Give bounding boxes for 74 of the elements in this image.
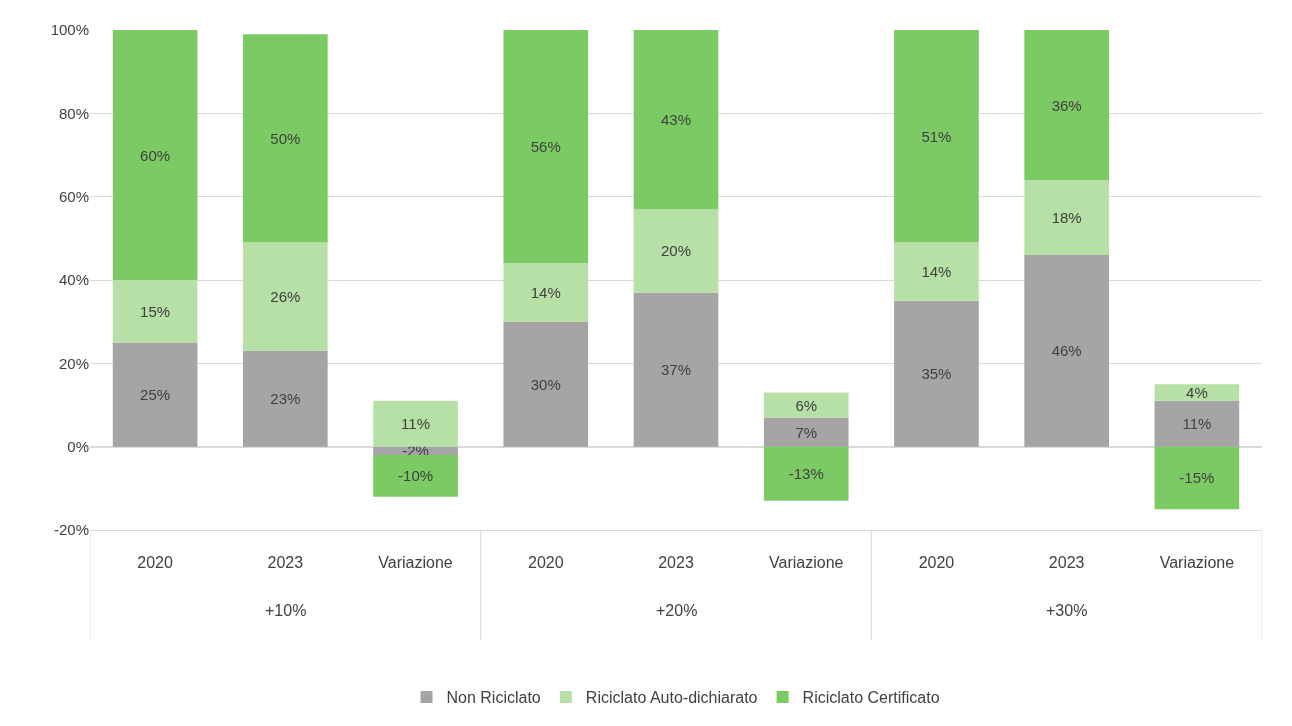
bar xyxy=(763,392,849,418)
data-label: 60% xyxy=(140,146,171,164)
bar xyxy=(373,400,458,447)
data-label: 14% xyxy=(530,284,561,301)
bar xyxy=(112,280,198,343)
y-tick-label: 20% xyxy=(58,354,89,372)
data-label: 43% xyxy=(660,111,692,129)
bar xyxy=(1024,180,1109,255)
bar xyxy=(243,242,328,351)
data-label: 4% xyxy=(1186,384,1208,401)
bar xyxy=(243,350,328,447)
data-label: 18% xyxy=(1051,209,1082,226)
data-label: 23% xyxy=(270,390,301,408)
x-tick-label: 2020 xyxy=(527,554,564,572)
x-tick-label: Variazione xyxy=(1159,554,1235,572)
legend-label: Non Riciclato xyxy=(446,689,541,707)
bar xyxy=(503,263,589,322)
data-label: 56% xyxy=(530,138,561,156)
x-tick-label: 2020 xyxy=(918,554,955,572)
text: +30% xyxy=(1046,602,1088,619)
data-label: 35% xyxy=(921,365,952,383)
y-tick-label: 60% xyxy=(58,187,89,205)
bar xyxy=(763,446,849,501)
data-label: 15% xyxy=(140,302,171,320)
bar xyxy=(763,417,849,447)
bar xyxy=(112,30,198,280)
legend-label: Riciclato Certificato xyxy=(802,689,940,707)
data-label: 25% xyxy=(140,386,171,404)
data-label: 20% xyxy=(660,242,692,260)
y-tick-label: 80% xyxy=(58,104,89,122)
y-tick-label: 0% xyxy=(67,437,89,455)
bar xyxy=(894,300,979,447)
text: +20% xyxy=(656,602,698,619)
text: +10% xyxy=(265,602,307,619)
bar xyxy=(633,30,719,210)
data-label: 36% xyxy=(1051,96,1082,114)
bar xyxy=(1154,384,1240,401)
data-label: 30% xyxy=(530,375,561,393)
bar xyxy=(894,242,979,301)
bar xyxy=(1024,255,1109,447)
bar xyxy=(373,455,458,497)
data-label: 14% xyxy=(921,263,952,281)
data-label: -10% xyxy=(398,467,434,485)
y-tick-label: 40% xyxy=(58,271,89,289)
x-tick-label: 2023 xyxy=(267,554,304,572)
data-label: 46% xyxy=(1051,342,1082,360)
bar xyxy=(503,321,589,447)
data-label: 11% xyxy=(1182,415,1212,433)
data-label: -13% xyxy=(788,465,824,483)
x-tick-label: Variazione xyxy=(378,554,453,572)
bar xyxy=(503,30,589,264)
y-tick-label: -20% xyxy=(53,521,89,539)
legend-label: Riciclato Auto-dichiarato xyxy=(585,689,758,707)
x-tick-label: Variazione xyxy=(769,554,844,572)
x-tick-label: 2020 xyxy=(137,554,174,572)
bar xyxy=(633,209,719,293)
y-tick-label: 100% xyxy=(50,21,89,39)
data-label: 6% xyxy=(795,396,818,414)
data-label: -15% xyxy=(1179,469,1215,487)
data-label: 26% xyxy=(270,288,301,306)
bar xyxy=(894,30,979,243)
data-label: 11% xyxy=(401,415,431,433)
data-label: 50% xyxy=(270,129,301,147)
data-label: 51% xyxy=(921,127,952,145)
data-label: 37% xyxy=(660,361,692,379)
bar xyxy=(1154,446,1240,510)
x-tick-label: 2023 xyxy=(658,554,694,572)
bar xyxy=(1024,30,1109,180)
data-label: 7% xyxy=(795,423,818,441)
x-tick-label: 2023 xyxy=(1048,554,1085,572)
bar xyxy=(112,342,198,447)
bar xyxy=(243,34,328,243)
bar xyxy=(1154,400,1240,447)
bar xyxy=(633,292,719,447)
